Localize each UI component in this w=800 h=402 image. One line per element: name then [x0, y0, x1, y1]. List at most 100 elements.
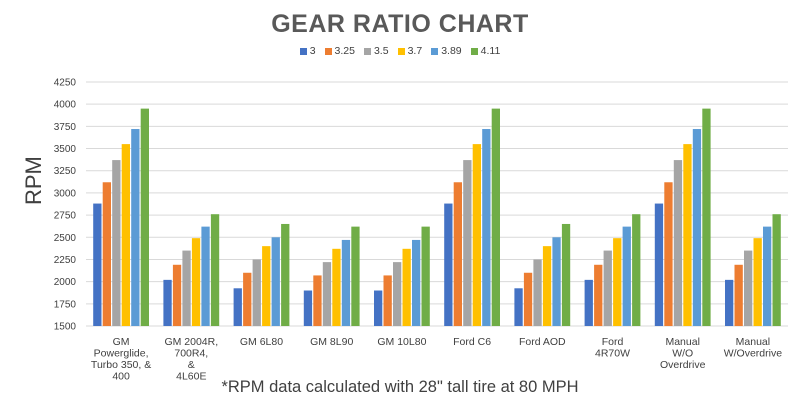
legend-item: 4.11 — [470, 45, 500, 57]
bar — [172, 264, 182, 326]
x-tick-label: Manual W/O Overdrive — [660, 336, 706, 371]
bar — [453, 182, 462, 326]
x-tick-label-line: 700R4, — [174, 348, 208, 360]
bar — [463, 160, 472, 326]
bar — [664, 182, 673, 326]
legend-swatch — [324, 47, 332, 55]
x-tick-label-line: & — [188, 359, 195, 371]
bar — [322, 262, 332, 326]
bar — [613, 238, 622, 326]
x-tick-label-line: W/Overdrive — [724, 348, 783, 360]
bar — [281, 223, 290, 326]
legend-swatch — [431, 47, 439, 55]
bar — [542, 246, 552, 326]
bar — [112, 160, 121, 326]
legend-label: 3.89 — [441, 45, 462, 57]
bar — [444, 203, 453, 326]
bar — [182, 250, 191, 326]
legend-swatch — [363, 47, 371, 55]
bar — [725, 279, 734, 326]
x-tick-label-line: GM 8L90 — [310, 336, 353, 348]
y-tick-label: 1750 — [54, 299, 77, 310]
y-tick-label: 2500 — [54, 233, 77, 244]
footnote: *RPM data calculated with 28" tall tire … — [221, 378, 579, 396]
bar — [561, 223, 571, 326]
x-tick-label-line: GM 6L80 — [240, 336, 283, 348]
bar — [552, 237, 561, 326]
bar — [472, 144, 481, 326]
bar — [533, 259, 542, 326]
bar — [121, 144, 130, 326]
x-tick-label-line: GM — [113, 336, 130, 348]
x-tick-label-line: GM 2004R, — [164, 336, 218, 348]
bar — [332, 248, 341, 326]
y-tick-label: 2750 — [54, 211, 77, 222]
bar — [341, 239, 351, 326]
bar — [191, 238, 201, 326]
x-tick-label: Ford C6 — [453, 336, 491, 348]
y-tick-label: 4000 — [54, 100, 77, 111]
legend-item: 3.5 — [363, 45, 389, 57]
bar — [412, 239, 421, 326]
bar — [402, 248, 411, 326]
bar — [523, 272, 533, 326]
x-tick-label-line: W/O — [672, 348, 693, 360]
x-tick-label: Ford 4R70W — [595, 336, 630, 360]
x-tick-label-line: GM 10L80 — [377, 336, 426, 348]
bar — [210, 214, 220, 326]
bar — [201, 226, 210, 326]
x-tick-label: GM 10L80 — [377, 336, 426, 348]
bar — [271, 237, 280, 326]
bar — [131, 129, 140, 326]
bar — [603, 250, 612, 326]
bar — [584, 279, 593, 326]
legend-label: 3.25 — [334, 45, 355, 57]
legend-swatch — [299, 47, 307, 55]
y-tick-label: 3500 — [54, 144, 77, 155]
chart-title: GEAR RATIO CHART — [271, 10, 529, 38]
bar — [772, 214, 781, 326]
x-tick-label-line: 4R70W — [595, 348, 630, 360]
legend-item: 3.7 — [397, 45, 422, 57]
legend-swatch — [470, 47, 478, 55]
legend-item: 3.25 — [324, 45, 355, 57]
y-tick-label: 1500 — [54, 322, 77, 333]
bar — [673, 160, 683, 326]
bar — [622, 226, 631, 326]
bar — [692, 129, 702, 326]
bar — [393, 262, 402, 326]
bar — [753, 238, 762, 326]
bar — [351, 226, 360, 326]
x-tick-label: GM 6L80 — [240, 336, 283, 348]
x-tick-label-line: Turbo 350, & — [91, 359, 151, 371]
y-tick-label: 2000 — [54, 277, 77, 288]
y-tick-label: 3250 — [54, 166, 77, 177]
x-tick-label: GM Powerglide, Turbo 350, & 400 — [91, 336, 151, 383]
bar — [702, 108, 711, 326]
bar — [233, 288, 242, 326]
x-tick-label-line: Ford AOD — [519, 336, 566, 348]
legend-item: 3.89 — [431, 45, 462, 57]
x-tick-label-line: Manual — [736, 336, 770, 348]
y-tick-label: 3750 — [54, 122, 77, 133]
x-tick-label: GM 2004R, 700R4, & 4L60E — [164, 336, 218, 383]
bar — [102, 182, 111, 326]
legend-item: 3 — [299, 45, 316, 57]
bar — [163, 279, 172, 326]
bar — [243, 272, 252, 326]
bar — [594, 264, 603, 326]
bar — [734, 264, 743, 326]
bar — [303, 290, 313, 326]
bar — [421, 226, 430, 326]
x-tick-label-line: Overdrive — [660, 359, 706, 371]
bar — [744, 250, 753, 326]
x-tick-label-line: Manual — [665, 336, 699, 348]
x-tick-label: Ford AOD — [519, 336, 566, 348]
bar — [252, 259, 261, 326]
legend-label: 3.5 — [373, 45, 389, 57]
bar — [514, 288, 523, 326]
x-tick-label-line: Ford C6 — [453, 336, 491, 348]
bar — [262, 246, 271, 326]
legend-swatch — [397, 47, 405, 55]
